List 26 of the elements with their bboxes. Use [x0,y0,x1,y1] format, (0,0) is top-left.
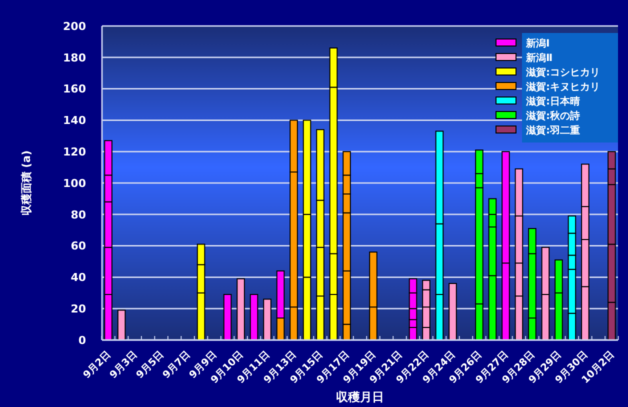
legend-label: 新潟Ⅱ [525,52,553,64]
y-axis-title: 収穫面積 (a) [20,150,33,216]
x-axis-title: 収穫月日 [336,390,384,404]
y-tick-label: 60 [70,240,86,253]
y-tick-label: 0 [78,334,86,347]
y-tick-label: 120 [63,145,86,158]
bar [250,294,258,340]
legend-label: 滋賀:キヌヒカリ [525,81,600,93]
legend-label: 新潟Ⅰ [525,38,550,50]
legend-label: 滋賀:日本晴 [525,96,580,108]
bar [236,278,245,340]
y-tick-label: 80 [70,208,86,222]
bar [263,298,272,340]
legend-label: 滋賀:コシヒカリ [525,66,600,78]
bar [117,310,126,340]
y-tick-label: 140 [63,114,86,128]
y-tick-label: 160 [63,82,86,96]
legend-label: 滋賀:秋の詩 [525,110,580,122]
bar [223,294,232,340]
y-tick-label: 100 [63,176,86,190]
legend-label: 滋賀:羽二重 [525,124,580,136]
y-tick-label: 180 [63,51,86,64]
bar [448,282,457,340]
y-tick-label: 200 [63,20,86,33]
y-tick-label: 40 [70,271,86,284]
y-tick-label: 20 [70,302,86,316]
